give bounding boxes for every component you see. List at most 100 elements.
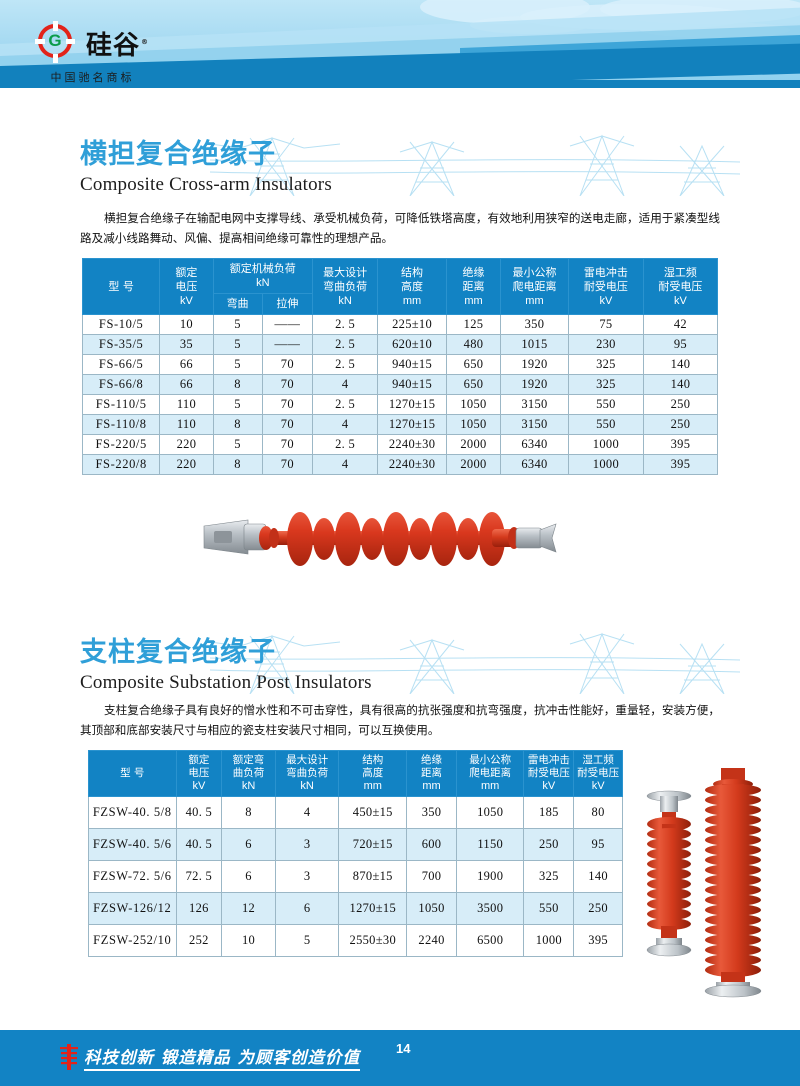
section-intro-post: 支柱复合绝缘子具有良好的憎水性和不可击穿性，具有很高的抗张强度和抗弯强度，抗冲击… bbox=[80, 703, 720, 737]
table-cell: 550 bbox=[567, 414, 644, 435]
table-cell: 325 bbox=[567, 374, 644, 395]
table-cell: 72. 5 bbox=[175, 860, 223, 893]
insulator-mark-icon bbox=[60, 1044, 78, 1070]
table-cell: 350 bbox=[499, 314, 569, 335]
table-cell: 3500 bbox=[455, 892, 525, 925]
table-row: FZSW-126/12 126 12 6 1270±15 1050 3500 550 250 bbox=[88, 892, 623, 925]
th-rated-mechanical-load: 额定机械负荷 kN bbox=[212, 258, 314, 294]
th-rated-voltage: 额定 电压 kV bbox=[175, 750, 223, 797]
cell-model: FS-220/8 bbox=[81, 454, 161, 475]
table-cell: 12 bbox=[221, 892, 276, 925]
post-insulator-short bbox=[646, 790, 692, 957]
th-unit: kV bbox=[599, 294, 613, 307]
table-cell: 2. 5 bbox=[312, 314, 379, 335]
table-cell: 1000 bbox=[567, 434, 644, 455]
th-line1: 雷电冲击 bbox=[583, 265, 628, 279]
table-cell: 6340 bbox=[499, 454, 569, 475]
section-title-cn: 支柱复合绝缘子 bbox=[80, 637, 276, 668]
table-cell: 126 bbox=[175, 892, 223, 925]
table-cell: 1900 bbox=[455, 860, 525, 893]
table-row: FZSW-252/10 252 10 5 2550±30 2240 6500 1000 395 bbox=[88, 924, 623, 957]
table-cell: 1150 bbox=[455, 828, 525, 861]
table-header-row: 型 号 额定 电压 kV 额定机械负荷 kN 最大设计 弯曲负荷 kN 结构 高… bbox=[81, 258, 719, 315]
th-unit: mm bbox=[525, 294, 544, 307]
th-unit: mm bbox=[481, 780, 500, 792]
table-cell: 70 bbox=[261, 434, 314, 455]
table-cell: 325 bbox=[523, 860, 575, 893]
silicon-valley-logo-icon: G bbox=[35, 21, 78, 64]
table-cell: 1000 bbox=[567, 454, 644, 475]
table-cell: 8 bbox=[212, 374, 263, 395]
insulator-sheds bbox=[287, 512, 505, 566]
table-cell: 550 bbox=[523, 892, 575, 925]
th-unit: kN bbox=[256, 277, 270, 289]
th-line2: 电压 bbox=[188, 767, 210, 779]
table-cell: 4 bbox=[312, 374, 379, 395]
th-line1: 最大设计 bbox=[323, 265, 368, 279]
banner-base-stripe bbox=[0, 80, 800, 88]
table-cell: 6500 bbox=[455, 924, 525, 957]
th-unit: kV bbox=[591, 780, 605, 792]
table-cell: 600 bbox=[406, 828, 457, 861]
table-cell: 5 bbox=[212, 354, 263, 375]
th-unit: kN bbox=[300, 780, 314, 792]
table-cell: 220 bbox=[159, 434, 214, 455]
th-line1: 湿工频 bbox=[663, 265, 697, 279]
logo-row: G 硅谷® bbox=[35, 21, 149, 64]
table-cell: 2240±30 bbox=[377, 434, 447, 455]
th-max-design-bending-load: 最大设计 弯曲负荷 kN bbox=[274, 750, 340, 797]
logo-letter: G bbox=[48, 31, 62, 50]
cell-model: FZSW-40. 5/6 bbox=[88, 828, 177, 861]
th-tension: 拉伸 bbox=[261, 293, 314, 315]
brand-tagline: 中国驰名商标 bbox=[50, 71, 135, 84]
table-cell: 5 bbox=[212, 434, 263, 455]
table-cell: 350 bbox=[406, 796, 457, 829]
th-line1: 雷电冲击 bbox=[527, 754, 570, 766]
table-cell: 40. 5 bbox=[175, 796, 223, 829]
table-cell: 125 bbox=[445, 314, 501, 335]
th-unit: kV bbox=[192, 780, 206, 792]
table-cell: 1015 bbox=[499, 334, 569, 355]
table-row: FS-66/8 66 8 70 4 940±15 650 1920 325 140 bbox=[81, 374, 719, 395]
table-cell: 140 bbox=[642, 354, 719, 375]
brand-name: 硅谷® bbox=[86, 25, 149, 62]
th-creepage-distance: 最小公称 爬电距离 mm bbox=[499, 258, 569, 315]
table-cell: 1270±15 bbox=[377, 414, 447, 435]
th-unit: kV bbox=[674, 294, 687, 307]
table-cell: 70 bbox=[261, 454, 314, 475]
table-cell: 2240 bbox=[406, 924, 457, 957]
section-title-cn: 横担复合绝缘子 bbox=[80, 139, 276, 170]
table-cell: 325 bbox=[567, 354, 644, 375]
table-cell: 395 bbox=[573, 924, 623, 957]
th-line1: 最小公称 bbox=[512, 265, 557, 279]
table-cell: 70 bbox=[261, 354, 314, 375]
table-row: FS-10/5 10 5 —— 2. 5 225±10 125 350 75 42 bbox=[81, 314, 719, 335]
table-cell: 6 bbox=[221, 860, 276, 893]
page-number: 14 bbox=[396, 1041, 411, 1056]
table-cell: 6 bbox=[221, 828, 276, 861]
table-cell: 5 bbox=[212, 334, 263, 355]
brand-logo: G 硅谷® 中国驰名商标 bbox=[35, 21, 149, 85]
spec-table-post-body: FZSW-40. 5/8 40. 5 8 4 450±15 350 1050 185 80 FZS… bbox=[88, 796, 623, 957]
table-row: FS-110/5 110 5 70 2. 5 1270±15 1050 3150 550 250 bbox=[81, 394, 719, 415]
table-cell: 395 bbox=[642, 434, 719, 455]
table-cell: 10 bbox=[159, 314, 214, 335]
th-line1: 额定 bbox=[175, 265, 198, 279]
table-row: FZSW-40. 5/6 40. 5 6 3 720±15 600 1150 250 95 bbox=[88, 828, 623, 861]
table-cell: 395 bbox=[642, 454, 719, 475]
table-cell: 1270±15 bbox=[338, 892, 408, 925]
cell-model: FZSW-72. 5/6 bbox=[88, 860, 177, 893]
table-cell: 185 bbox=[523, 796, 575, 829]
th-max-design-bending-load: 最大设计 弯曲负荷 kN bbox=[312, 258, 379, 315]
table-cell: 70 bbox=[261, 414, 314, 435]
table-row: FZSW-72. 5/6 72. 5 6 3 870±15 700 1900 325 140 bbox=[88, 860, 623, 893]
table-cell: 2240±30 bbox=[377, 454, 447, 475]
th-arcing-distance: 绝缘 距离 mm bbox=[445, 258, 501, 315]
table-cell: 700 bbox=[406, 860, 457, 893]
th-wet-power-frequency-withstand: 湿工频 耐受电压 kV bbox=[573, 750, 623, 797]
table-cell: 720±15 bbox=[338, 828, 408, 861]
table-cell: 2. 5 bbox=[312, 354, 379, 375]
table-cell: 8 bbox=[212, 454, 263, 475]
table-row: FZSW-40. 5/8 40. 5 8 4 450±15 350 1050 185 80 bbox=[88, 796, 623, 829]
table-cell: 2550±30 bbox=[338, 924, 408, 957]
